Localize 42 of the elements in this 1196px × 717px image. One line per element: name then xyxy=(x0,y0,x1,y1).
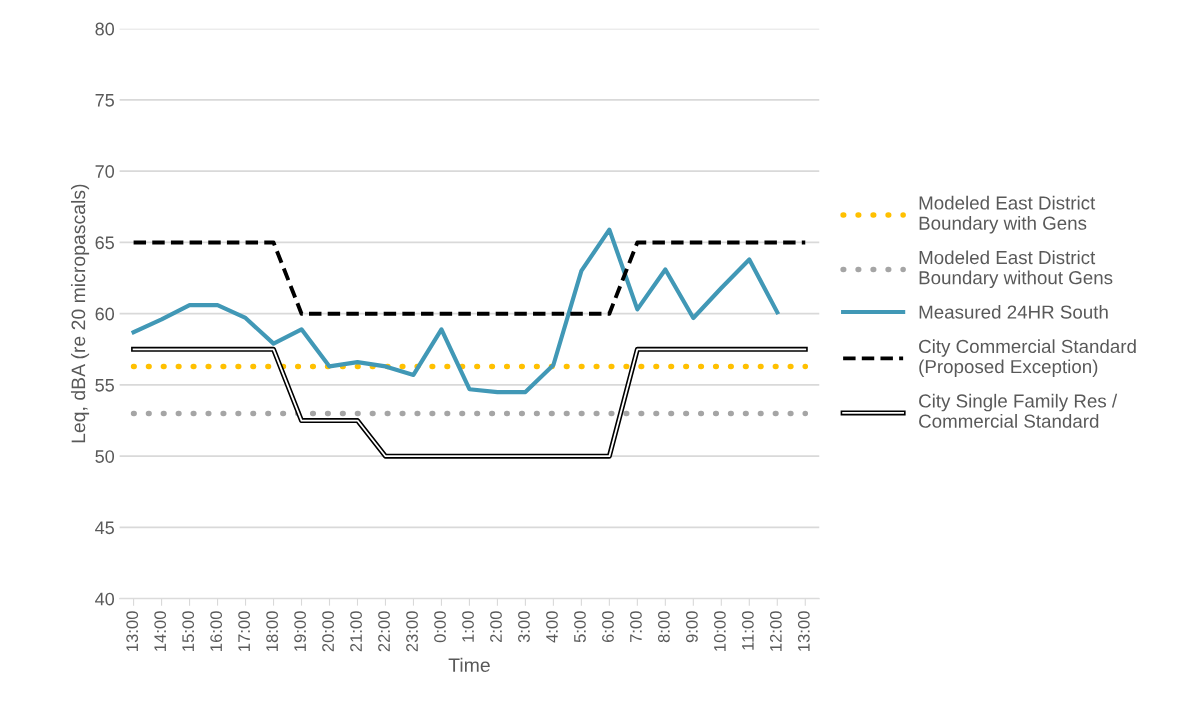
x-tick-label: 2:00 xyxy=(490,611,502,643)
x-tick-label: 9:00 xyxy=(685,611,698,643)
x-tick-label: 8:00 xyxy=(658,611,670,643)
y-tick-label: 60 xyxy=(95,307,115,321)
y-axis-title: Leq, dBA (re 20 micropascals) xyxy=(70,184,90,443)
x-tick-label: 19:00 xyxy=(294,611,306,651)
x-tick-label: 17:00 xyxy=(238,611,251,651)
x-tick-label: 16:00 xyxy=(210,611,223,651)
x-tick-label: 23:00 xyxy=(406,611,418,652)
legend-label: Modeled East District Boundary without Gens xyxy=(919,250,1113,289)
legend-label: City Commercial Standard (Proposed Exception) xyxy=(919,339,1136,377)
x-tick-label: 7:00 xyxy=(630,611,642,643)
x-tick-label: 14:00 xyxy=(154,611,167,651)
y-tick-label: 65 xyxy=(95,236,114,250)
x-tick-label: 0:00 xyxy=(434,611,446,643)
y-tick-label: 40 xyxy=(95,592,115,606)
x-tick-label: 6:00 xyxy=(602,611,614,643)
x-axis-title: Time xyxy=(448,657,490,673)
x-tick-label: 13:00 xyxy=(126,611,139,651)
y-tick-label: 75 xyxy=(95,94,114,107)
legend-label: City Single Family Res / Commercial Standard xyxy=(919,393,1118,428)
x-tick-label: 18:00 xyxy=(266,611,278,651)
y-tick-label: 45 xyxy=(95,521,114,535)
x-tick-label: 11:00 xyxy=(741,611,754,650)
x-tick-label: 12:00 xyxy=(769,611,782,651)
x-tick-label: 22:00 xyxy=(378,611,390,652)
x-tick-label: 21:00 xyxy=(350,611,362,652)
y-tick-label: 70 xyxy=(95,165,115,178)
x-tick-label: 10:00 xyxy=(713,611,726,651)
y-tick-label: 50 xyxy=(95,450,115,463)
legend-label: Modeled East District Boundary with Gens xyxy=(919,195,1096,234)
x-tick-label: 20:00 xyxy=(322,611,334,652)
legend-label: Measured 24HR South xyxy=(919,304,1108,319)
x-tick-label: 1:00 xyxy=(462,611,474,642)
line-series xyxy=(131,227,780,395)
x-tick-label: 5:00 xyxy=(574,611,586,643)
y-tick-label: 80 xyxy=(95,22,115,36)
y-tick-label: 55 xyxy=(95,379,114,392)
x-tick-label: 3:00 xyxy=(518,611,530,643)
x-tick-label: 13:00 xyxy=(797,611,810,651)
x-tick-label: 15:00 xyxy=(182,611,195,651)
x-tick-label: 4:00 xyxy=(546,611,558,643)
